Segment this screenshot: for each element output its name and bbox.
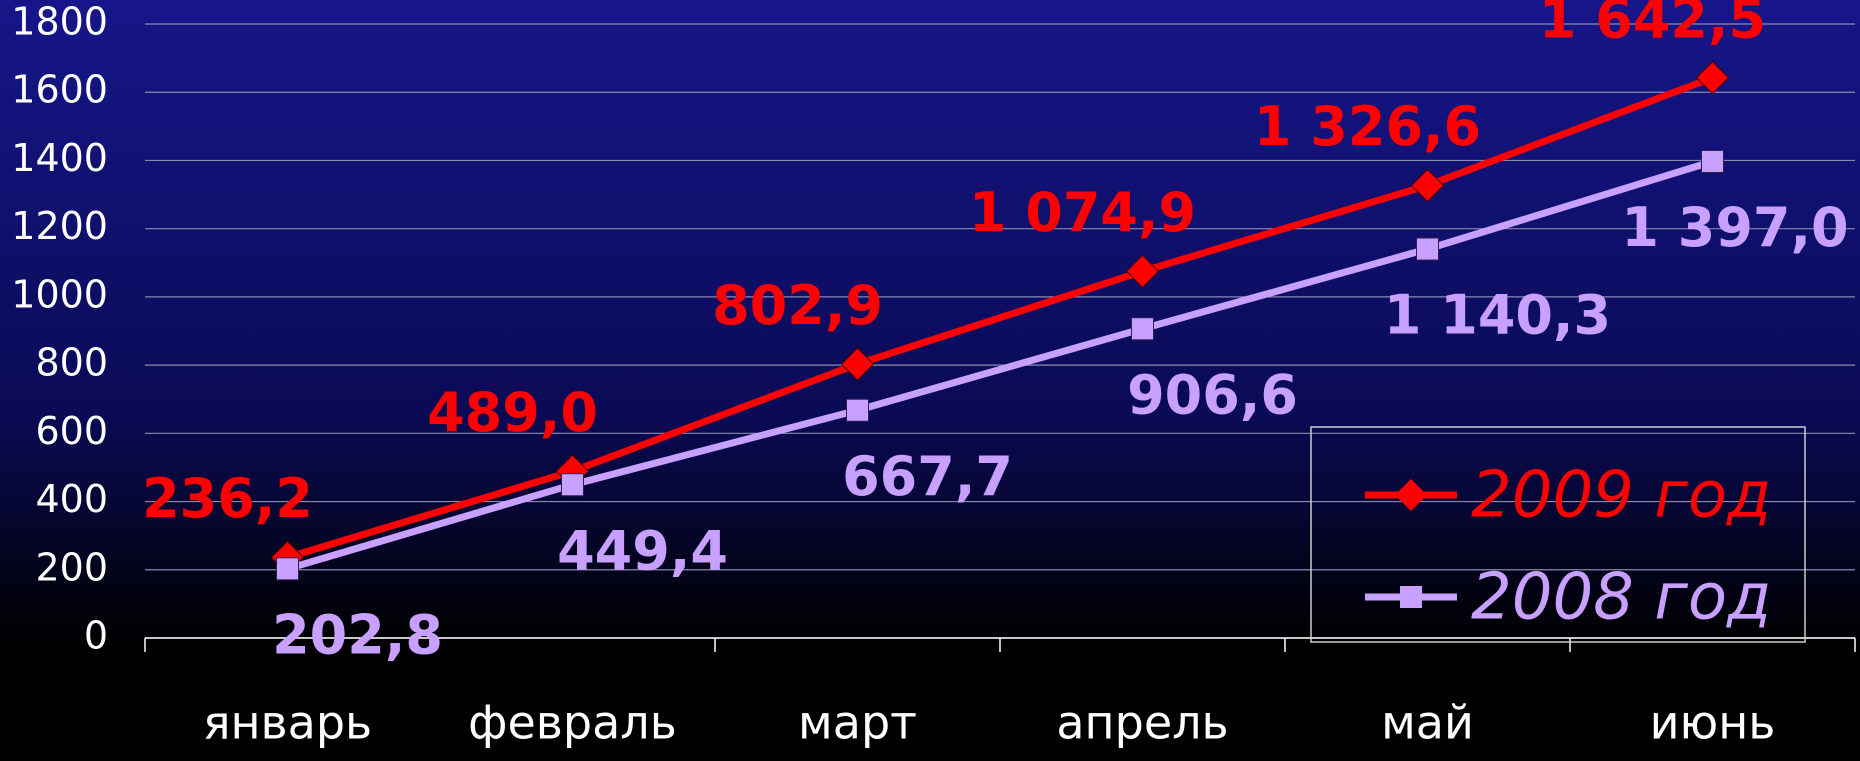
marker [846,398,869,422]
marker [1701,149,1724,173]
y-tick-label: 400 [35,477,108,521]
legend-label: 2009 год [1471,459,1771,533]
data-label: 1 326,6 [1254,95,1481,158]
data-label: 489,0 [427,381,598,444]
y-tick-label: 1600 [11,68,108,112]
x-tick-label: февраль [468,696,677,750]
y-tick-label: 200 [35,545,108,589]
series-line [286,74,1714,561]
legend-box [1310,426,1806,643]
x-tick-label: июнь [1650,696,1776,750]
data-label: 449,4 [557,519,728,582]
series-line [286,158,1714,573]
marker [561,473,584,497]
y-tick-label: 1800 [11,0,108,44]
marker [1410,168,1445,203]
x-tick-label: январь [203,696,372,750]
y-tick-label: 600 [35,409,108,453]
data-label: 1 140,3 [1384,284,1611,347]
y-tick-label: 800 [35,341,108,385]
data-label: 667,7 [842,445,1013,508]
marker [1695,61,1730,95]
x-tick-label: март [798,696,917,750]
data-label: 1 642,5 [1539,0,1766,50]
data-label: 202,8 [272,603,443,666]
legend-label: 2008 год [1471,561,1771,635]
marker [1125,254,1160,289]
marker [276,557,299,581]
data-label: 802,9 [712,274,883,337]
x-tick-label: май [1381,696,1474,750]
data-label: 906,6 [1127,363,1298,426]
legend-marker [1400,586,1422,608]
y-tick-label: 1400 [11,136,108,180]
marker [1131,317,1154,341]
marker [840,347,875,381]
x-tick-label: апрель [1056,696,1228,750]
y-tick-label: 0 [84,614,108,658]
y-tick-label: 1200 [11,204,108,248]
marker [1416,237,1439,261]
y-tick-label: 1000 [11,272,108,316]
data-label: 1 397,0 [1621,196,1848,259]
legend-marker [1395,479,1427,511]
data-label: 236,2 [142,467,313,530]
data-label: 1 074,9 [969,181,1196,244]
